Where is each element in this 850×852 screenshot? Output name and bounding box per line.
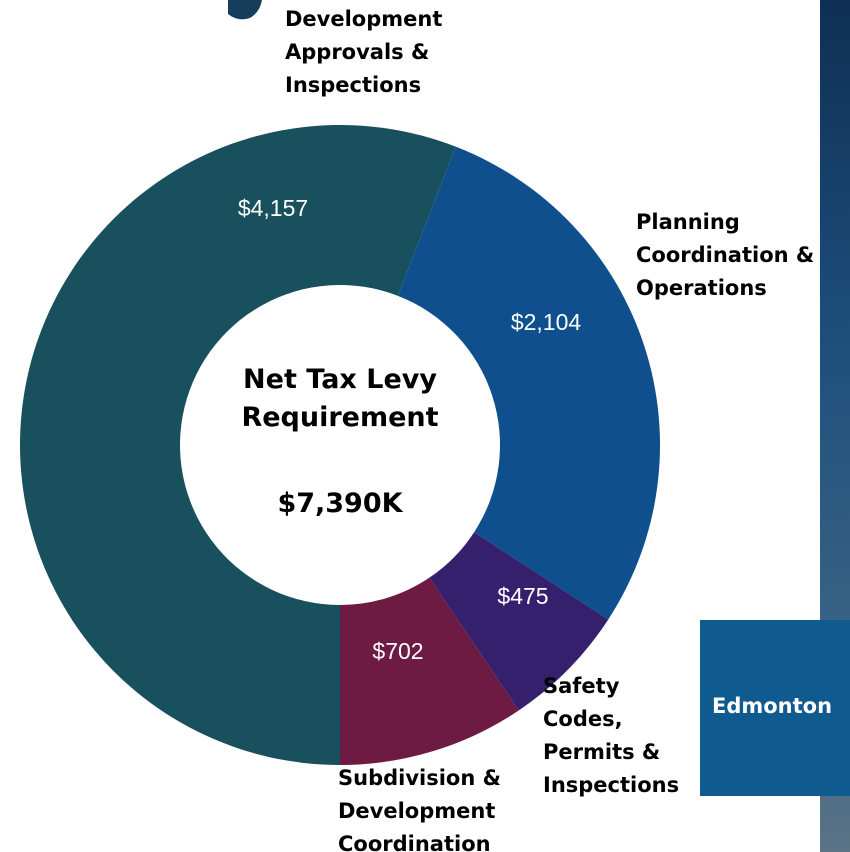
category-label: Safety Codes, Permits & Inspections [543, 674, 679, 797]
value-label: $702 [372, 638, 423, 664]
value-label: $475 [497, 583, 548, 609]
donut-segment [19, 124, 456, 766]
center-value: $7,390K [277, 488, 403, 519]
category-label: Planning Coordination & Operations [636, 210, 814, 300]
category-label: Development Approvals & Inspections [285, 7, 442, 97]
donut-segment [429, 532, 609, 711]
donut-segment [340, 577, 519, 765]
donut-segment [397, 146, 660, 620]
logo: Edmonton [712, 694, 832, 718]
center-title: Net Tax Levy Requirement [241, 364, 438, 433]
value-label: $2,104 [511, 309, 582, 335]
donut [19, 124, 660, 766]
logo-box [700, 620, 850, 796]
category-label: Subdivision & Development Coordination [338, 766, 501, 852]
cropped-title [228, 0, 262, 20]
value-label: $4,157 [238, 195, 308, 221]
